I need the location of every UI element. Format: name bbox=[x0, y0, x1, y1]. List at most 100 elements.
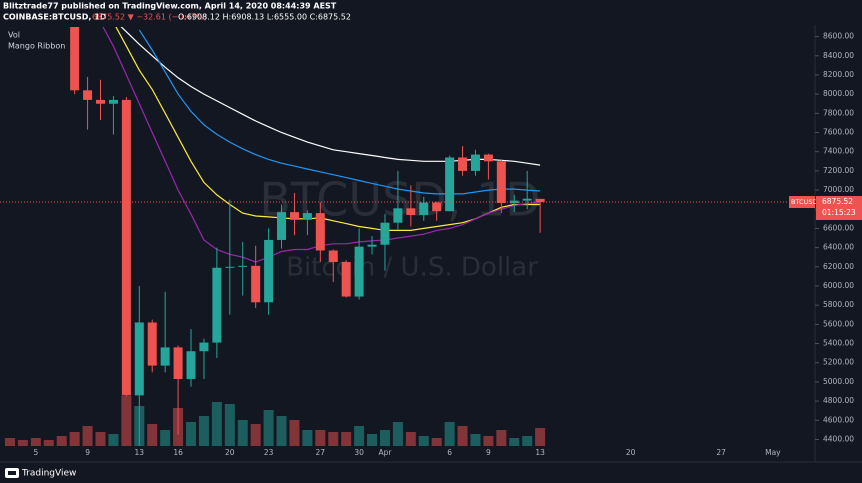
candle-body bbox=[522, 198, 532, 201]
x-tick-label: 20 bbox=[225, 448, 235, 457]
volume-bar bbox=[82, 426, 93, 446]
published: Blitztrade77 published on TradingView.co… bbox=[3, 2, 337, 11]
x-tick-label: 9 bbox=[85, 448, 90, 457]
y-tick-label: 4400.00 bbox=[823, 434, 854, 443]
volume-bar bbox=[367, 434, 378, 446]
volume-bar bbox=[211, 402, 222, 446]
candle-body bbox=[83, 90, 93, 100]
y-tick-label: 7000.00 bbox=[823, 185, 854, 194]
footer-logo bbox=[5, 468, 19, 478]
volume-bar bbox=[43, 440, 54, 446]
y-tick-label: 4800.00 bbox=[823, 396, 854, 405]
volume-bar bbox=[56, 436, 67, 446]
candle-body bbox=[264, 239, 274, 303]
candle-body bbox=[108, 99, 118, 104]
candle-body bbox=[341, 262, 351, 297]
y-tick-label: 8600.00 bbox=[823, 32, 854, 41]
ohlc: O:6908.12 H:6908.13 L:6555.00 C:6875.52 bbox=[178, 13, 351, 22]
footer-brand: TradingView bbox=[21, 469, 76, 479]
candle-body bbox=[535, 198, 545, 203]
volume-bar bbox=[418, 436, 429, 446]
y-tick-label: 7400.00 bbox=[823, 147, 854, 156]
volume-bar bbox=[276, 416, 287, 446]
y-tick-label: 8400.00 bbox=[823, 51, 854, 60]
candle-body bbox=[121, 99, 131, 396]
candle-body bbox=[406, 208, 416, 216]
x-tick-label: 6 bbox=[447, 448, 452, 457]
change: 6875.52 ▼ −32.61 (−0.47%) bbox=[92, 13, 207, 22]
volume-bar bbox=[535, 428, 546, 446]
candle-body bbox=[315, 213, 325, 251]
volume-bar bbox=[302, 430, 313, 446]
watermark-name: Bitcoin / U.S. Dollar bbox=[286, 253, 538, 283]
volume-bar bbox=[457, 426, 468, 446]
y-tick-label: 5000.00 bbox=[823, 377, 854, 386]
volume-bar bbox=[224, 404, 235, 446]
candle-body bbox=[380, 222, 390, 245]
candle-body bbox=[96, 99, 106, 104]
y-tick-label: 8200.00 bbox=[823, 70, 854, 79]
candle-body bbox=[289, 212, 299, 220]
volume-bar bbox=[483, 436, 494, 446]
y-tick-label: 7800.00 bbox=[823, 108, 854, 117]
volume-bar bbox=[147, 424, 158, 446]
price-symbol-badge bbox=[789, 196, 815, 209]
volume-bar bbox=[522, 436, 533, 446]
volume-bar bbox=[121, 396, 132, 446]
x-tick-label: 30 bbox=[354, 448, 364, 457]
y-tick-label: 6600.00 bbox=[823, 223, 854, 232]
candle-body bbox=[302, 213, 312, 220]
volume-bar bbox=[315, 430, 326, 446]
candle-body bbox=[419, 202, 429, 216]
plot-area bbox=[0, 27, 815, 446]
y-tick-label: 6000.00 bbox=[823, 281, 854, 290]
y-tick-label: 7200.00 bbox=[823, 166, 854, 175]
candle-body bbox=[445, 157, 455, 212]
y-tick-label: 5600.00 bbox=[823, 319, 854, 328]
candle-body bbox=[277, 212, 287, 240]
candle-body bbox=[432, 202, 442, 212]
y-tick-label: 5800.00 bbox=[823, 300, 854, 309]
legend-entry: Mango Ribbon bbox=[8, 42, 65, 51]
volume-bar bbox=[509, 438, 520, 446]
candle-body bbox=[186, 351, 196, 380]
volume-bar bbox=[5, 438, 15, 446]
volume-bar bbox=[470, 434, 481, 446]
legend-entry: Vol bbox=[8, 31, 20, 40]
x-tick-label: 27 bbox=[716, 448, 726, 457]
volume-bar bbox=[95, 432, 106, 446]
price-badge bbox=[816, 196, 862, 221]
volume-bar bbox=[354, 426, 365, 446]
volume-bar bbox=[198, 416, 209, 446]
candle-body bbox=[354, 246, 364, 297]
volume-bar bbox=[17, 440, 28, 446]
ribbon-line bbox=[115, 27, 541, 231]
y-tick-label: 5200.00 bbox=[823, 358, 854, 367]
ribbon-line bbox=[120, 27, 541, 166]
candle-body bbox=[496, 161, 506, 204]
y-tick-label: 7600.00 bbox=[823, 128, 854, 137]
candle-body bbox=[225, 266, 235, 268]
candle-body bbox=[251, 265, 261, 303]
ribbon-line bbox=[138, 29, 541, 195]
price-value: 6875.52 bbox=[822, 197, 853, 206]
volume-bar bbox=[328, 432, 339, 446]
candle-body bbox=[134, 322, 144, 396]
candle-body bbox=[147, 322, 157, 366]
candle-body bbox=[393, 208, 403, 223]
y-tick-label: 5400.00 bbox=[823, 339, 854, 348]
volume-bar bbox=[237, 420, 248, 446]
x-tick-label: May bbox=[765, 448, 781, 457]
volume-bar bbox=[186, 422, 197, 446]
x-tick-label: 13 bbox=[535, 448, 545, 457]
candle-body bbox=[199, 342, 209, 352]
candle-body bbox=[470, 154, 480, 171]
x-tick-label: 16 bbox=[173, 448, 183, 457]
volume-bar bbox=[289, 420, 300, 446]
candle-body bbox=[328, 250, 338, 263]
candle-body bbox=[173, 347, 183, 380]
volume-bar bbox=[69, 432, 80, 446]
volume-bar bbox=[496, 430, 507, 446]
